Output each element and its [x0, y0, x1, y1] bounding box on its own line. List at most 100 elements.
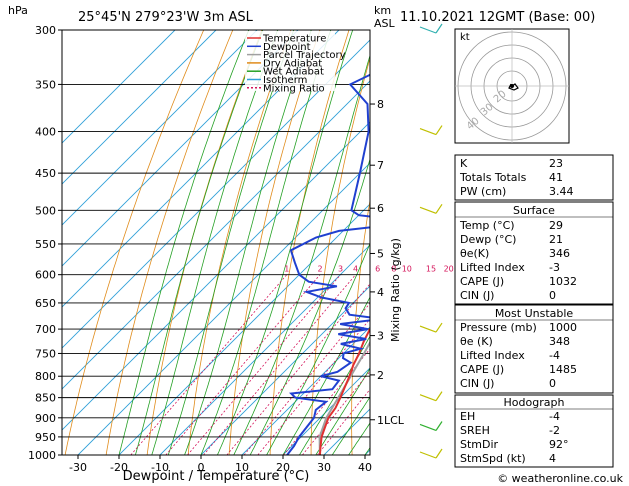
pressure-tick-label: 900 [35, 412, 56, 425]
hodograph-stats-title: Hodograph [504, 396, 565, 409]
hodo-label-stmspd: StmSpd (kt) [460, 452, 526, 465]
stat-value-pw: 3.44 [549, 185, 574, 198]
stats-hodograph-box [454, 394, 614, 468]
pressure-axis: 300 350 400 450 500 550 600 650 700 750 800 850 900 9… [28, 24, 62, 462]
wet-adiabat-line [331, 396, 370, 455]
datetime-title: 11.10.2021 12GMT (Base: 00) [400, 10, 595, 25]
legend-label: Wet Adiabat [263, 67, 324, 78]
hodograph-trace [508, 83, 519, 91]
wind-barb-shaft [419, 325, 437, 333]
wet-adiabat-line [299, 335, 370, 455]
hodo-label-stmdir: StmDir [460, 438, 499, 451]
legend-label: Mixing Ratio [263, 83, 325, 94]
pressure-tick-label: 950 [35, 431, 56, 444]
stat-label-tt: Totals Totals [459, 171, 527, 184]
temperature-tick-label: 30 [317, 461, 331, 474]
wind-barb-shaft [419, 423, 437, 432]
hodo-label-sreh: SREH [460, 424, 490, 437]
surface-label-thetae: θe(K) [460, 247, 489, 260]
surface-title: Surface [513, 204, 555, 217]
surface-value-cin: 0 [549, 289, 556, 302]
height-tick-label: 4 [377, 286, 384, 299]
wind-barb-shaft [419, 127, 437, 136]
mixing-ratio-label: 3 [338, 265, 343, 274]
stat-value-k: 23 [549, 157, 563, 170]
pressure-tick-label: 700 [35, 323, 56, 336]
wet-adiabat-line [118, 30, 250, 455]
stat-value-tt: 41 [549, 171, 563, 184]
unstable-label-pressure: Pressure (mb) [460, 321, 537, 334]
legend-label: Dry Adiabat [263, 58, 322, 69]
stats-unstable-box [454, 304, 614, 394]
isotherm-line [62, 30, 258, 226]
wind-barb-shaft [419, 26, 437, 34]
hodo-value-stmspd: 4 [549, 452, 556, 465]
pressure-tick-label: 550 [35, 238, 56, 251]
dry-adiabat-line [146, 30, 263, 455]
pressure-tick-label: 300 [35, 24, 56, 37]
unstable-label-cape: CAPE (J) [460, 363, 504, 376]
temperature-tick-label: -10 [151, 461, 169, 474]
wind-barb-flag [435, 391, 443, 401]
hodo-label-eh: EH [460, 410, 475, 423]
surface-value-cape: 1032 [549, 275, 577, 288]
height-tick-label: 7 [377, 159, 384, 172]
temperature-axis: -30 -20 -10 0 10 20 30 40 [69, 455, 372, 474]
mixing-ratio-axis-label: Mixing Ratio (g/kg) [389, 238, 402, 342]
hodograph-unit: kt [460, 32, 470, 43]
wind-barb-shaft [419, 206, 437, 214]
isotherm-line [62, 30, 176, 144]
wind-barb-flag [435, 421, 443, 431]
temperature-tick-label: 20 [276, 461, 290, 474]
mixing-ratio-label: 15 [426, 265, 436, 274]
mixing-ratio-line [243, 302, 370, 455]
hodograph-center [510, 84, 514, 88]
mixing-ratio-label: 4 [353, 265, 358, 274]
wind-barb [419, 203, 443, 214]
hodo-value-sreh: -2 [549, 424, 560, 437]
height-tick-label: 2 [377, 369, 384, 382]
pressure-tick-label: 450 [35, 167, 56, 180]
wind-barb-flag [435, 125, 443, 135]
mixing-ratio-labels: 12346810152025 [284, 265, 468, 274]
km-unit: km [374, 4, 391, 17]
pressure-tick-label: 1000 [28, 449, 56, 462]
temperature-tick-label: -20 [110, 461, 128, 474]
wind-barb [419, 421, 443, 432]
mixing-ratio-label: 1 [284, 265, 289, 274]
temperature-tick-label: 0 [198, 461, 205, 474]
parcel-trajectory [318, 340, 370, 455]
mixing-ratio-label: 2 [317, 265, 322, 274]
pressure-tick-label: 350 [35, 78, 56, 91]
height-axis: 8 7 6 5 4 3 2 1LCL [370, 98, 405, 427]
wind-barb [419, 448, 443, 459]
wind-barb-flag [435, 322, 443, 333]
pressure-tick-label: 850 [35, 392, 56, 405]
isotherm-line [241, 326, 370, 455]
isotherm-line [62, 30, 217, 185]
mixing-ratio-lines [130, 274, 370, 455]
x-axis-label: Dewpoint / Temperature (°C) [123, 469, 310, 484]
mixing-ratio-label: 8 [391, 265, 396, 274]
legend-label: Parcel Trajectory [263, 50, 346, 61]
wind-barb-shaft [419, 451, 437, 459]
stat-label-k: K [460, 157, 468, 170]
location-title: 25°45'N 279°23'W 3m ASL [78, 10, 254, 25]
mixing-ratio-line [165, 274, 321, 455]
pressure-tick-label: 500 [35, 204, 56, 217]
temperature-profile [318, 326, 370, 455]
hodo-value-stmdir: 92° [549, 438, 569, 451]
pressure-tick-label: 400 [35, 126, 56, 139]
isotherm-line [282, 367, 370, 455]
surface-value-li: -3 [549, 261, 560, 274]
hodo-value-eh: -4 [549, 410, 560, 423]
unstable-label-thetae: θe (K) [460, 335, 493, 348]
pressure-tick-label: 800 [35, 370, 56, 383]
surface-value-thetae: 346 [549, 247, 570, 260]
wind-barb-flag [435, 203, 443, 214]
stats-panel: K 23 Totals Totals 41 PW (cm) 3.44 Surfa… [454, 154, 614, 468]
unstable-value-cape: 1485 [549, 363, 577, 376]
height-tick-label: 5 [377, 248, 384, 261]
